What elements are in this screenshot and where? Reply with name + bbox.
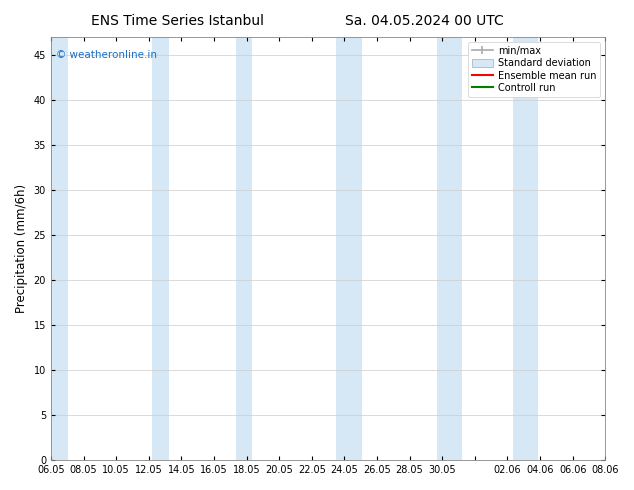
Text: ENS Time Series Istanbul: ENS Time Series Istanbul (91, 14, 264, 28)
Text: © weatheronline.in: © weatheronline.in (56, 50, 157, 60)
Bar (437, 37, 462, 460)
Legend: min/max, Standard deviation, Ensemble mean run, Controll run: min/max, Standard deviation, Ensemble me… (468, 42, 600, 97)
Bar (236, 37, 252, 460)
Bar (51, 37, 68, 460)
Text: Sa. 04.05.2024 00 UTC: Sa. 04.05.2024 00 UTC (346, 14, 504, 28)
Bar (513, 37, 538, 460)
Y-axis label: Precipitation (mm/6h): Precipitation (mm/6h) (15, 184, 28, 313)
Bar (152, 37, 169, 460)
Bar (337, 37, 361, 460)
